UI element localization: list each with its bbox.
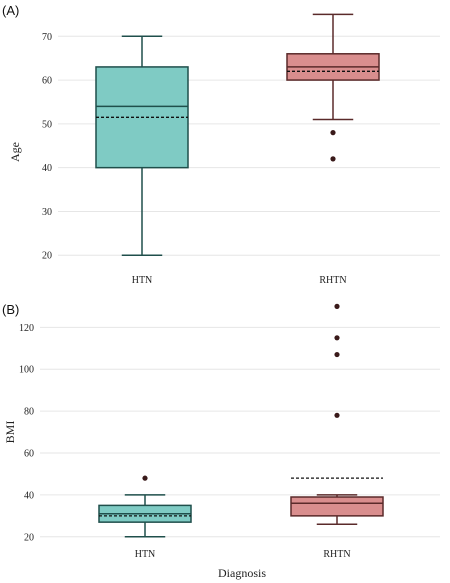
x-ticks-b: HTN RHTN xyxy=(135,549,351,560)
outlier-point xyxy=(330,130,336,136)
outlier-point xyxy=(334,412,340,418)
outlier-point xyxy=(330,156,336,162)
grid-b xyxy=(40,326,440,538)
x-axis-title-b: Diagnosis xyxy=(218,566,266,580)
boxes-b xyxy=(98,303,384,538)
y-tick-label-a-50: 50 xyxy=(42,119,52,130)
outlier-point xyxy=(334,303,340,309)
y-axis-title-b: BMI xyxy=(3,421,17,444)
box-htn xyxy=(95,35,189,256)
outlier-point xyxy=(334,351,340,358)
y-tick-label-a-70: 70 xyxy=(42,32,52,43)
y-tick-label-b-40: 40 xyxy=(24,490,34,501)
y-ticks-a: 20 30 40 50 60 70 xyxy=(42,32,52,262)
y-tick-label-b-80: 80 xyxy=(24,407,34,418)
box-rhtn xyxy=(290,303,384,525)
boxes-a xyxy=(95,13,380,256)
panel-label-a: (A) xyxy=(2,3,19,18)
x-tick-label-b-rhtn: RHTN xyxy=(323,549,350,560)
y-tick-label-a-30: 30 xyxy=(42,207,52,218)
x-tick-label-b-htn: HTN xyxy=(135,549,156,560)
y-tick-label-a-60: 60 xyxy=(42,76,52,87)
y-axis-title-a: Age xyxy=(8,142,22,162)
y-ticks-b: 20 40 60 80 100 120 xyxy=(19,323,34,543)
panel-label-b: (B) xyxy=(2,302,19,317)
box-htn xyxy=(98,475,192,538)
y-tick-label-b-120: 120 xyxy=(19,323,34,334)
x-ticks-a: HTN RHTN xyxy=(132,275,347,286)
y-tick-label-b-60: 60 xyxy=(24,449,34,460)
outlier-point xyxy=(334,335,340,341)
x-tick-label-a-htn: HTN xyxy=(132,275,153,286)
y-tick-label-a-20: 20 xyxy=(42,251,52,262)
y-tick-label-b-20: 20 xyxy=(24,532,34,543)
y-tick-label-a-40: 40 xyxy=(42,163,52,174)
box-rhtn xyxy=(286,13,380,162)
outlier-point xyxy=(142,475,148,481)
y-tick-label-b-100: 100 xyxy=(19,365,34,376)
box-body xyxy=(290,496,384,517)
x-tick-label-a-rhtn: RHTN xyxy=(319,275,346,286)
